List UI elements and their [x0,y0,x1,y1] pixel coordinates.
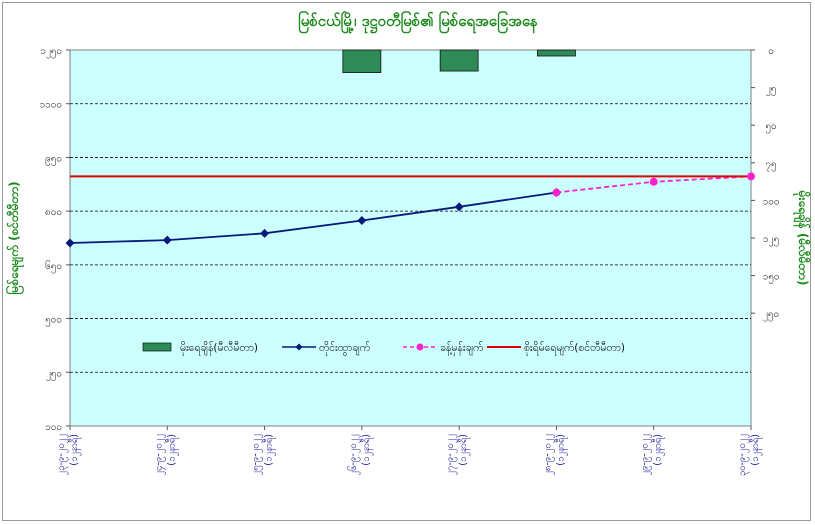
left-tick-label: ၅၀၀ [45,315,62,328]
observed-line [69,191,557,244]
rainfall-bar [537,49,576,57]
left-tick-label: ၈၀၀ [45,207,62,218]
right-tick-label: ၁၀၀ [763,196,780,207]
forecast-point [649,177,658,186]
y-axis-left-label: မြစ်ရေမျက် (စင်တီမီတာ) [4,181,25,294]
observed-point [260,228,270,238]
forecast-point [747,172,755,181]
legend-marker-observed [295,343,303,351]
forecast-point [552,188,561,197]
x-tick-time: (၁၂နာရီ) [555,434,567,466]
legend-marker-forecast [416,343,424,351]
x-tick-date: ၂၃-၉-၂၀၂၂ [56,434,68,476]
x-tick-time: (၁၂နာရီ) [166,434,178,466]
chart-title: မြစ်ငယ်မြို့၊ ဒုဋ္ဌဝတီမြစ်၏ မြစ်ရေအခြေအန… [298,10,538,34]
left-tick-label: ၁၁၀၀ [40,100,63,111]
x-tick-time: (၁၂နာရီ) [653,434,665,466]
right-tick-label: ၁၂၅ [763,234,779,247]
x-tick-time: (၁၂နာရီ) [264,434,276,466]
legend-label: မိုးရေချိန်(မီလီမီတာ) [180,341,258,356]
left-tick-label: ၁၂၅၀ [40,46,62,59]
x-tick-date: ၂၇-၉-၂၀၂၂ [445,434,457,476]
series-markers [65,172,755,248]
x-tick-date: ၂၉-၉-၂၀၂၂ [640,434,652,476]
observed-point [454,202,464,212]
left-tick-label: ၂၅၀ [46,368,62,381]
x-tick-time: (၁၂နာရီ) [69,434,81,466]
rainfall-bar [342,49,382,73]
left-tick-label: ၉၅၀ [45,153,62,166]
legend-label: စိုးရိမ်ရေမျက်(စင်တီမီတာ) [524,341,625,356]
legend-label: ခန့်မှန်းချက် [440,341,483,356]
x-tick-date: ၂၈-၉-၂၀၂၂ [542,434,554,476]
legend-swatch-rainfall [142,342,172,352]
right-tick-label: ၇၅ [765,159,776,172]
x-tick-date: ၂၅-၉-၂၀၂၂ [251,434,263,476]
observed-point [65,238,75,248]
right-tick-label: ၂၅ [766,84,777,97]
right-tick-label: ၅၀ [765,121,776,134]
right-tick-label: ၁၅၀ [763,272,780,285]
legend: မိုးရေချိန်(မီလီမီတာ) တိုင်းထွာချက် ခန့်မှ… [142,341,625,356]
x-tick-date: ၂၄-၉-၂၀၂၂ [153,434,165,476]
right-tick-label: ၂၅၀ [763,309,779,322]
left-axis-ticks: ၁၀၀ ၂၅၀ ၅၀၀ ၆၅၀ ၈၀၀ ၉၅၀ ၁၁၀၀ ၁၂၅၀ [40,46,70,433]
left-tick-label: ၆၅၀ [45,259,62,274]
observed-point [357,215,367,225]
observed-point [162,235,172,245]
plot-area [69,49,752,427]
gridlines [70,103,751,373]
x-tick-time: (၁၂နာရီ) [458,434,470,466]
x-axis-ticks: ၂၃-၉-၂၀၂၂ (၁၂နာရီ) ၂၄-၉-၂၀၂၂ (၁၂နာရီ) ၂၅-၉-၂… [56,426,762,476]
x-tick-date: ၂၆-၉-၂၀၂၂ [348,434,360,476]
x-tick-time: (၁၂နာရီ) [750,434,762,466]
right-tick-label: ၀ [768,46,774,57]
legend-label: တိုင်းထွာချက် [319,341,370,356]
x-tick-time: (၁၂နာရီ) [361,434,373,466]
x-tick-date: ၃၀-၉-၂၀၂၂ [737,434,749,476]
left-tick-label: ၁၀၀ [45,422,62,433]
y-axis-right-label: မိုးရေချိန် (မီလီမီတာ) [792,190,812,286]
rainfall-bars [342,49,576,73]
rainfall-bar [439,49,479,72]
